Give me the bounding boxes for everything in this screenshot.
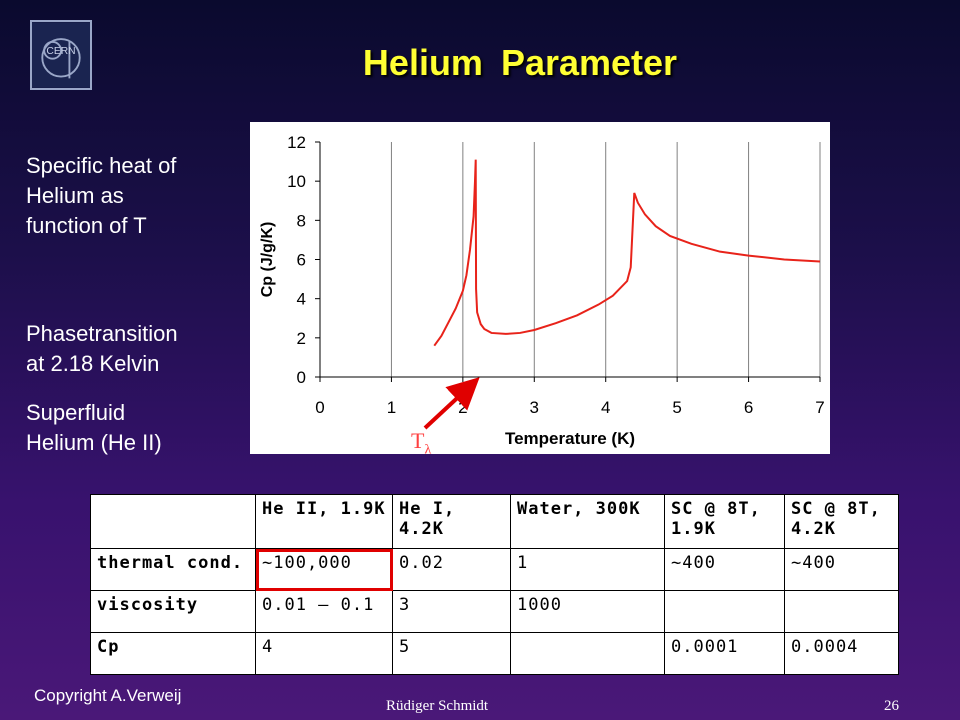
author-name: Rüdiger Schmidt — [386, 698, 489, 714]
table-cell — [664, 590, 785, 633]
table-header-cell: He I, 4.2K — [392, 494, 511, 549]
table-cell: 0.0004 — [784, 632, 899, 675]
table-cell: 3 — [392, 590, 511, 633]
table-row-label: thermal cond. — [90, 548, 256, 591]
specific-heat-chart: 0 2 4 6 8 10 12 0 1 2 3 4 5 6 7 Temperature (K) Cp (J/g/… — [250, 122, 830, 454]
logo-text: CERN — [46, 46, 75, 57]
t-lambda-arrow — [423, 377, 480, 430]
side-text-phase-transition: Phasetransition at 2.18 Kelvin — [26, 319, 226, 379]
table-cell: 4 — [255, 632, 393, 675]
table-row-label: Cp — [90, 632, 256, 675]
y-tick-label: 8 — [297, 211, 306, 230]
table-cell: ~400 — [784, 548, 899, 591]
table-cell — [510, 632, 665, 675]
side-text-specific-heat: Specific heat of Helium as function of T — [26, 151, 226, 241]
helium-parameter-table: He II, 1.9K He I, 4.2K Water, 300K SC @ … — [90, 494, 899, 675]
side-text-line: Superfluid — [26, 400, 126, 425]
side-text-line: Specific heat of — [26, 153, 177, 178]
table-cell: 1000 — [510, 590, 665, 633]
x-tick-label: 7 — [815, 398, 824, 417]
y-tick-label: 0 — [297, 368, 306, 387]
t-lambda-t: T — [411, 428, 425, 453]
table-header-row: He II, 1.9K He I, 4.2K Water, 300K SC @ … — [90, 494, 899, 549]
t-lambda-label: Tλ — [411, 428, 431, 458]
x-tick-label: 5 — [672, 398, 681, 417]
table-cell: ~400 — [664, 548, 785, 591]
side-text-line: Phasetransition — [26, 321, 178, 346]
y-tick-label: 4 — [297, 290, 306, 309]
x-tick-label: 3 — [530, 398, 539, 417]
table-cell: 0.0001 — [664, 632, 785, 675]
table-cell-highlighted: ~100,000 — [255, 548, 393, 591]
table-header-cell — [90, 494, 256, 549]
cern-logo-icon: CERN — [32, 22, 90, 88]
table-header-cell: SC @ 8T, 4.2K — [784, 494, 899, 549]
side-text-superfluid: Superfluid Helium (He II) — [26, 398, 226, 458]
y-tick-label: 6 — [297, 251, 306, 270]
table-header-cell: SC @ 8T, 1.9K — [664, 494, 785, 549]
y-tick-label: 10 — [287, 172, 306, 191]
table-cell: 0.02 — [392, 548, 511, 591]
side-text-line: Helium (He II) — [26, 430, 162, 455]
y-tick-label: 2 — [297, 329, 306, 348]
side-text-line: at 2.18 Kelvin — [26, 351, 160, 376]
y-tick-label: 12 — [287, 133, 306, 152]
page-number: 26 — [884, 698, 899, 714]
side-text-line: function of T — [26, 213, 147, 238]
table-header-cell: Water, 300K — [510, 494, 665, 549]
table-cell: 0.01 – 0.1 — [255, 590, 393, 633]
table-row: viscosity 0.01 – 0.1 3 1000 — [90, 590, 899, 633]
table-cell: 5 — [392, 632, 511, 675]
t-lambda-sub: λ — [424, 442, 432, 458]
table-row-label: viscosity — [90, 590, 256, 633]
y-axis-label: Cp (J/g/K) — [259, 222, 276, 298]
table-row: thermal cond. ~100,000 0.02 1 ~400 ~400 — [90, 548, 899, 591]
slide-title: Helium Parameter — [362, 42, 678, 83]
side-text-line: Helium as — [26, 183, 124, 208]
x-tick-label: 0 — [315, 398, 324, 417]
x-tick-label: 1 — [387, 398, 396, 417]
table-cell: 1 — [510, 548, 665, 591]
table-cell — [784, 590, 899, 633]
x-tick-label: 4 — [601, 398, 610, 417]
x-axis-label: Temperature (K) — [505, 429, 635, 448]
cern-logo: CERN — [30, 20, 92, 90]
cp-series-line — [433, 159, 821, 347]
copyright-text: Copyright A.Verweij — [34, 686, 182, 705]
x-tick-label: 6 — [744, 398, 753, 417]
table-header-cell: He II, 1.9K — [255, 494, 393, 549]
table-row: Cp 4 5 0.0001 0.0004 — [90, 632, 899, 675]
parameter-table: He II, 1.9K He I, 4.2K Water, 300K SC @ … — [90, 494, 899, 675]
